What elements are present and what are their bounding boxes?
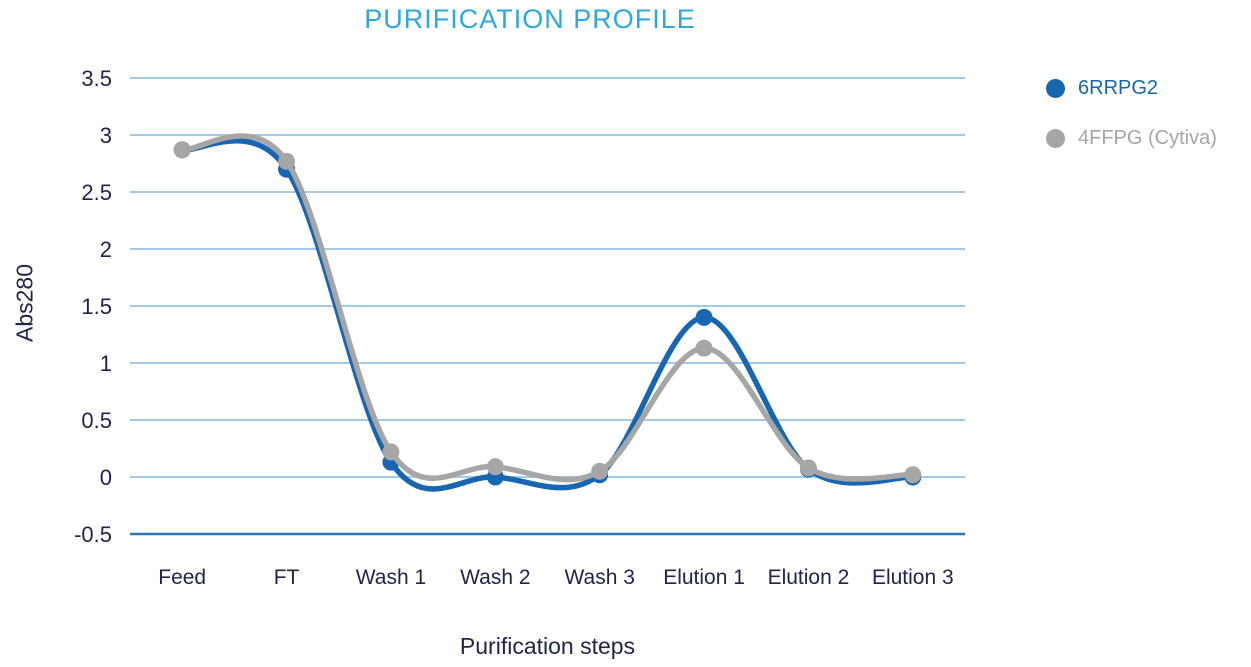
data-point-6rrpg2-elution-1: [695, 308, 713, 326]
x-tick-label-ft: FT: [274, 566, 300, 589]
data-point-4ffpg-cytiva-wash-1: [382, 443, 400, 461]
data-point-4ffpg-cytiva-wash-3: [591, 462, 609, 480]
series-line-6rrpg2: [179, 138, 916, 492]
y-tick-label: 3: [100, 123, 112, 148]
x-tick-label-elution-3: Elution 3: [872, 566, 954, 589]
x-tick-label-elution-1: Elution 1: [663, 566, 745, 589]
legend-item-6rrpg2: 6RRPG2: [1046, 77, 1217, 100]
legend: 6RRPG2 4FFPG (Cytiva): [1046, 77, 1217, 177]
x-tick-label-wash-3: Wash 3: [564, 566, 634, 589]
x-tick-label-feed: Feed: [158, 566, 206, 589]
x-tick-label-wash-2: Wash 2: [460, 566, 530, 589]
y-tick-label: 0.5: [81, 408, 112, 433]
data-point-4ffpg-cytiva-feed: [173, 141, 191, 159]
legend-label: 4FFPG (Cytiva): [1078, 127, 1217, 149]
x-axis-title: Purification steps: [459, 633, 636, 659]
y-tick-label: 0: [100, 465, 112, 490]
data-point-4ffpg-cytiva-elution-2: [799, 459, 817, 477]
x-tick-label-wash-1: Wash 1: [356, 566, 426, 589]
y-tick-label: 1: [100, 351, 112, 376]
y-tick-label: 2: [100, 237, 112, 262]
data-point-4ffpg-cytiva-ft: [278, 152, 296, 170]
legend-item-4ffpg-cytiva: 4FFPG (Cytiva): [1046, 127, 1217, 150]
y-tick-label: 2.5: [81, 180, 112, 205]
y-tick-label: -0.5: [74, 522, 112, 547]
x-tick-label-elution-2: Elution 2: [768, 566, 850, 589]
data-point-4ffpg-cytiva-elution-3: [904, 466, 922, 484]
y-axis-title: Abs280: [11, 263, 38, 343]
data-point-4ffpg-cytiva-elution-1: [695, 339, 713, 357]
legend-label: 6RRPG2: [1078, 77, 1159, 99]
data-point-4ffpg-cytiva-wash-2: [486, 458, 504, 476]
y-tick-label: 3.5: [81, 66, 112, 91]
series-line-4ffpg-cytiva: [179, 133, 916, 483]
legend-marker-icon: [1046, 129, 1065, 148]
legend-marker-icon: [1046, 79, 1065, 98]
chart-title: PURIFICATION PROFILE: [364, 4, 696, 34]
y-tick-label: 1.5: [81, 294, 112, 319]
